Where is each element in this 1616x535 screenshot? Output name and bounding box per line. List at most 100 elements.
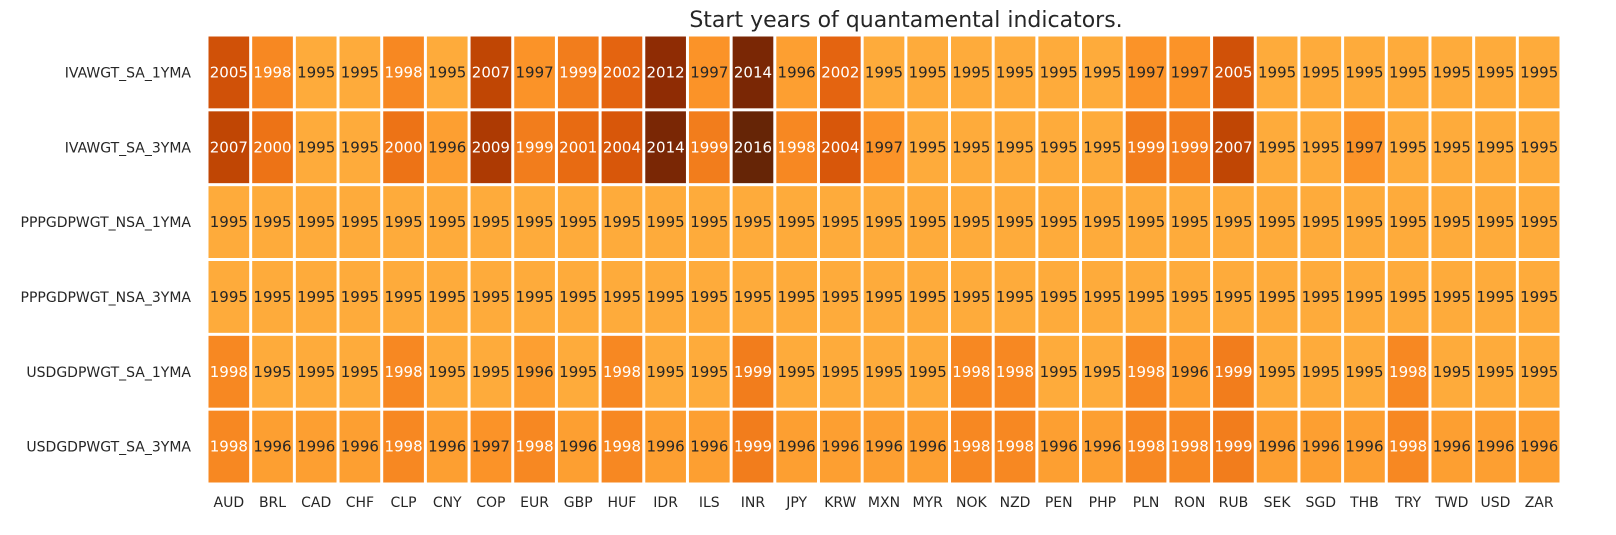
heatmap-cell [1038,186,1080,258]
heatmap-cell [1082,410,1123,483]
heatmap-cell [1256,261,1298,333]
heatmap-cell [907,261,949,333]
heatmap-cell [470,111,512,184]
heatmap-cell-label: 1995 [1345,363,1383,381]
column-label: KRW [824,495,856,511]
heatmap-cell-label: 1995 [297,213,335,231]
heatmap-cell [339,410,381,483]
heatmap-cell-label: 1998 [1127,363,1165,381]
heatmap-cell-label: 1995 [1476,213,1514,231]
heatmap-cell [470,410,512,483]
heatmap-cell-label: 1995 [647,363,685,381]
heatmap-cell-label: 1995 [734,213,772,231]
heatmap-cell-label: 1997 [1127,63,1165,81]
heatmap-cell [994,335,1036,408]
heatmap-cell-label: 1995 [384,288,422,306]
column-label: EUR [520,495,549,511]
heatmap-cell [1038,36,1080,109]
heatmap-cell-label: 1995 [472,363,510,381]
heatmap-cell-label: 1995 [909,138,947,156]
heatmap-cell [252,335,293,408]
heatmap-cell [1344,186,1385,258]
heatmap-cell [863,261,905,333]
heatmap-cell-label: 1997 [865,138,903,156]
heatmap-cell [426,335,468,408]
heatmap-cell [1125,36,1167,109]
heatmap-cell-label: 1999 [1214,438,1252,456]
heatmap-cell [1387,261,1429,333]
heatmap-cell-label: 2005 [1214,63,1252,81]
heatmap-cell-label: 1996 [253,438,291,456]
heatmap-cell [383,111,424,184]
heatmap-cell-label: 1998 [384,63,422,81]
heatmap-cell [863,335,905,408]
heatmap-cell-label: 1995 [647,288,685,306]
heatmap-cell-label: 1995 [690,288,728,306]
heatmap-cell [951,335,992,408]
heatmap-cell [1387,111,1429,184]
heatmap-cell [295,111,337,184]
heatmap-cell [1125,186,1167,258]
heatmap-cell-label: 1995 [865,288,903,306]
column-label: ILS [699,495,720,511]
heatmap-cell-label: 1995 [1083,363,1121,381]
heatmap-cell-label: 1995 [865,213,903,231]
heatmap-cell-label: 1996 [865,438,903,456]
heatmap-cell-label: 1995 [297,363,335,381]
heatmap-cell-label: 1998 [778,138,816,156]
heatmap-cell-label: 1995 [1171,213,1209,231]
heatmap-cell-label: 1995 [865,63,903,81]
heatmap-cell-label: 2000 [253,138,291,156]
heatmap-cell [383,261,424,333]
heatmap-cell [1475,186,1516,258]
heatmap-cell [1082,335,1123,408]
heatmap-cell-label: 1999 [1171,138,1209,156]
heatmap-cell [1518,261,1560,333]
heatmap-cell-label: 1995 [341,63,379,81]
heatmap-cell-label: 1995 [1302,363,1340,381]
heatmap-cell-label: 1995 [996,213,1034,231]
heatmap-cell [601,111,643,184]
heatmap-cell [732,335,774,408]
heatmap-cell-label: 1995 [1520,288,1558,306]
heatmap-cell [514,410,555,483]
heatmap-cell-label: 1995 [1345,63,1383,81]
heatmap-cell [1431,111,1473,184]
heatmap-cell [819,410,861,483]
heatmap-cell [1518,335,1560,408]
heatmap-cell [688,111,730,184]
heatmap-cell-label: 1997 [515,63,553,81]
heatmap-cell-label: 1996 [821,438,859,456]
heatmap-cell [1475,261,1516,333]
heatmap-cell [1125,261,1167,333]
heatmap-cell-label: 1995 [253,288,291,306]
heatmap-cell-label: 1995 [1476,138,1514,156]
heatmap-cell [1518,111,1560,184]
heatmap-cell [1169,410,1211,483]
heatmap-cell [557,410,599,483]
heatmap-cell-label: 1998 [210,363,248,381]
heatmap-cell [383,36,424,109]
heatmap-cell [1213,111,1254,184]
heatmap-cell-label: 1998 [603,438,641,456]
heatmap-cell-label: 1995 [428,63,466,81]
heatmap-cell [1300,186,1342,258]
heatmap-cell-label: 1995 [1083,213,1121,231]
heatmap-cell [819,36,861,109]
heatmap-cell-label: 1995 [865,363,903,381]
heatmap-cell [1300,335,1342,408]
heatmap-cell-label: 1996 [515,363,553,381]
heatmap-cell [1125,410,1167,483]
column-label: BRL [259,495,286,511]
column-label: NOK [956,495,987,511]
heatmap-cell-label: 1997 [472,438,510,456]
heatmap-cell-label: 1995 [1302,288,1340,306]
heatmap-cell-label: 1995 [428,288,466,306]
heatmap-cell-label: 1995 [909,63,947,81]
heatmap-cell-label: 1995 [996,138,1034,156]
heatmap-cell-label: 1995 [1258,213,1296,231]
heatmap-cell [1300,36,1342,109]
column-label: THB [1349,495,1379,511]
heatmap-cell [1213,186,1254,258]
heatmap-cell-label: 1995 [1476,288,1514,306]
